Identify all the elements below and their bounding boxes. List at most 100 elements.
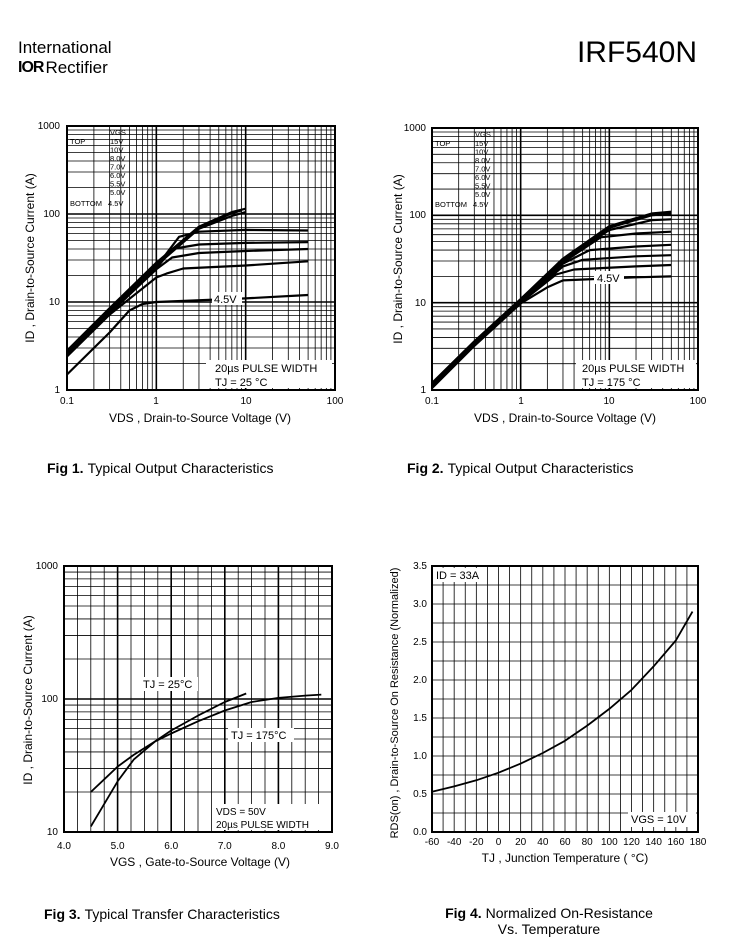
fig2-ytick-1: 1 [420,385,426,396]
fig1-pulse-note: 20µs PULSE WIDTH [215,363,317,375]
fig2-caption-num: Fig 2. [407,460,444,476]
series-line-8 [431,275,672,389]
fig3-tj25-label: TJ = 25°C [143,679,192,691]
fig2-xtick-0.1: 0.1 [425,396,439,407]
fig1-xtick-10: 10 [240,396,252,407]
fig4-caption-num: Fig 4. [445,905,482,921]
fig2-legend-bottom: BOTTOM [435,200,467,209]
fig1-legend-v3: 7.0V [110,163,125,172]
fig3-tj175-label: TJ = 175°C [231,730,287,742]
fig1-legend-v4: 6.0V [110,171,125,180]
fig1-legend-v6: 5.0V [110,188,125,197]
series-line-8 [66,293,309,376]
fig3-caption: Fig 3. Typical Transfer Characteristics [44,906,280,922]
fig2-legend-header: VGS [475,130,491,139]
brand-line2: Rectifier [45,58,108,77]
fig2-tj-note: TJ = 175 °C [582,377,641,389]
fig1-legend-v5: 5.5V [110,180,125,189]
fig1-legend-header: VGS [110,128,126,137]
fig2-pulse-note: 20µs PULSE WIDTH [582,363,684,375]
fig4-xtick: 40 [537,837,549,848]
fig1-xtick-0.1: 0.1 [60,396,74,407]
fig1-ytick-100: 100 [43,209,60,220]
fig4-ytick: 2.5 [413,637,427,648]
fig2-xtick-1: 1 [518,396,524,407]
fig4-ylabel: RDS(on) , Drain-to-Source On Resistance … [389,568,401,839]
fig4-xtick: 100 [601,837,618,848]
fig4-xtick: -40 [447,837,462,848]
fig2-ytick-1000: 1000 [404,123,427,134]
fig4-xtick: 180 [690,837,707,848]
fig1-label-4v5: 4.5V [214,294,237,306]
series-line-2 [90,693,322,793]
fig2-legend-v0: 15V [475,139,488,148]
fig1-tj-note: TJ = 25 °C [215,377,267,389]
fig1-xtick-1: 1 [153,396,159,407]
fig3-xlabel: VGS , Gate-to-Source Voltage (V) [110,855,290,869]
fig2-legend-v2: 8.0V [475,156,490,165]
fig2-legend-top: TOP [435,139,450,148]
fig1-ylabel: ID , Drain-to-Source Current (A) [23,173,37,342]
fig3-xtick-7: 7.0 [218,841,232,852]
series-line-7 [66,260,309,358]
fig1-xtick-100: 100 [327,396,344,407]
fig3-xtick-4: 4.0 [57,841,71,852]
fig2-ytick-10: 10 [415,298,427,309]
fig4-caption: Fig 4. Normalized On-Resistance Vs. Tempe… [424,905,674,937]
fig2-legend-v6: 5.0V [475,190,490,199]
series-line-1 [431,611,694,793]
fig1-ytick-10: 10 [49,297,61,308]
fig4-caption-text: Normalized On-Resistance [485,905,653,921]
fig4-ytick: 1.5 [413,713,427,724]
ior-mark: IOR [18,59,44,76]
fig4-xtick: 20 [515,837,527,848]
fig2-legend-v1: 10V [475,148,488,157]
fig4-xtick: 0 [496,837,502,848]
fig3-caption-num: Fig 3. [44,906,81,922]
fig2-caption-text: Typical Output Characteristics [447,460,634,476]
fig1-ytick-1000: 1000 [38,121,61,132]
fig2-legend-v5: 5.5V [475,182,490,191]
fig3-ytick-10: 10 [47,827,59,838]
fig1-legend-top: TOP [70,137,85,146]
fig3-ytick-1000: 1000 [36,561,59,572]
fig3-xtick-6: 6.0 [164,841,178,852]
fig2-legend-v3: 7.0V [475,165,490,174]
fig1-legend-bottom: BOTTOM [70,199,102,208]
fig1-legend-v7: 4.5V [108,199,123,208]
fig4-xtick: 60 [559,837,571,848]
fig2-xtick-10: 10 [603,396,615,407]
fig4-xtick: 120 [623,837,640,848]
fig3-ytick-100: 100 [41,694,58,705]
fig2-legend-v4: 6.0V [475,173,490,182]
fig4-xtick: -20 [469,837,484,848]
fig1-caption: Fig 1. Typical Output Characteristics [47,460,274,476]
fig4-id-note: ID = 33A [436,570,480,582]
fig2-xlabel: VDS , Drain-to-Source Voltage (V) [474,411,656,425]
fig1-caption-num: Fig 1. [47,460,84,476]
fig1-legend-v1: 10V [110,146,123,155]
fig4-ytick: 3.0 [413,599,427,610]
fig3-vds-note: VDS = 50V [216,807,266,818]
brand-line1: International [18,38,112,57]
fig4-xtick: 160 [667,837,684,848]
brand-logo: International IOR Rectifier [18,38,112,78]
fig4-ytick: 1.0 [413,751,427,762]
fig4-ytick: 0.5 [413,789,427,800]
fig2-ylabel: ID , Drain-to-Source Current (A) [391,174,405,343]
fig3-ylabel: ID , Drain-to-Source Current (A) [21,615,35,784]
fig1-legend-v2: 8.0V [110,154,125,163]
fig1-ytick-1: 1 [54,385,60,396]
fig4-ytick: 2.0 [413,675,427,686]
fig2-caption: Fig 2. Typical Output Characteristics [407,460,634,476]
fig4-ytick: 3.5 [413,561,427,572]
fig3-xtick-9: 9.0 [325,841,339,852]
fig3-xtick-5: 5.0 [111,841,125,852]
fig3-xtick-8: 8.0 [271,841,285,852]
fig4-xlabel: TJ , Junction Temperature ( °C) [482,851,649,865]
fig1-legend-v0: 15V [110,137,123,146]
